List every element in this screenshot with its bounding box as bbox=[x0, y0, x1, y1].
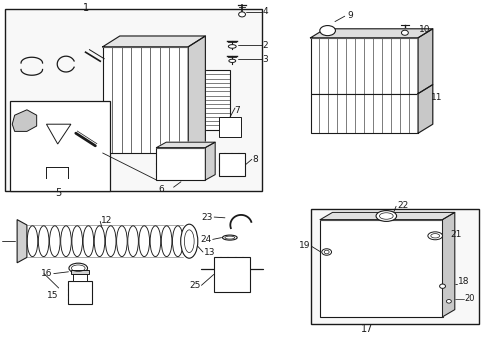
Bar bbox=[218, 153, 245, 176]
Polygon shape bbox=[320, 212, 454, 220]
Polygon shape bbox=[417, 29, 432, 94]
Polygon shape bbox=[17, 220, 27, 263]
Text: 16: 16 bbox=[41, 269, 53, 278]
Bar bbox=[310, 209, 478, 324]
Bar bbox=[219, 117, 241, 137]
Bar bbox=[310, 38, 417, 94]
Bar bbox=[156, 148, 205, 180]
Text: 13: 13 bbox=[203, 248, 215, 257]
Bar bbox=[102, 47, 188, 153]
Circle shape bbox=[401, 30, 407, 35]
Ellipse shape bbox=[375, 211, 396, 221]
Text: 24: 24 bbox=[200, 235, 211, 244]
Bar bbox=[320, 220, 442, 317]
Polygon shape bbox=[442, 212, 454, 317]
Ellipse shape bbox=[161, 226, 172, 257]
Text: 6: 6 bbox=[158, 185, 164, 194]
Ellipse shape bbox=[321, 249, 331, 255]
Bar bbox=[193, 70, 229, 130]
Text: 22: 22 bbox=[396, 201, 407, 210]
Ellipse shape bbox=[116, 226, 127, 257]
Polygon shape bbox=[102, 36, 205, 47]
Ellipse shape bbox=[105, 226, 116, 257]
Ellipse shape bbox=[49, 226, 60, 257]
Bar bbox=[213, 257, 250, 292]
Ellipse shape bbox=[27, 226, 38, 257]
Text: 14: 14 bbox=[0, 237, 1, 246]
Text: 9: 9 bbox=[346, 11, 352, 20]
Ellipse shape bbox=[319, 26, 335, 36]
Text: 18: 18 bbox=[457, 277, 469, 287]
Ellipse shape bbox=[127, 226, 138, 257]
Text: 7: 7 bbox=[233, 107, 239, 115]
Text: 2: 2 bbox=[262, 40, 268, 49]
Ellipse shape bbox=[228, 45, 236, 48]
Text: 5: 5 bbox=[56, 188, 61, 198]
Ellipse shape bbox=[38, 226, 49, 257]
Bar bbox=[5, 9, 261, 191]
Ellipse shape bbox=[172, 226, 183, 257]
Ellipse shape bbox=[222, 235, 237, 240]
Bar bbox=[73, 274, 87, 281]
Ellipse shape bbox=[61, 226, 71, 257]
Text: 8: 8 bbox=[252, 155, 258, 164]
Bar bbox=[71, 270, 89, 274]
Ellipse shape bbox=[69, 263, 87, 273]
Circle shape bbox=[446, 300, 450, 303]
Text: 15: 15 bbox=[46, 292, 58, 300]
Text: 1: 1 bbox=[82, 3, 88, 13]
Text: 11: 11 bbox=[430, 93, 442, 102]
Bar bbox=[10, 101, 110, 191]
Circle shape bbox=[238, 12, 245, 17]
Polygon shape bbox=[188, 36, 205, 153]
Text: 21: 21 bbox=[450, 230, 461, 239]
Text: 4: 4 bbox=[262, 7, 268, 16]
Polygon shape bbox=[46, 124, 71, 144]
Polygon shape bbox=[12, 110, 37, 131]
Text: 25: 25 bbox=[189, 281, 200, 290]
Text: 23: 23 bbox=[202, 212, 213, 221]
Ellipse shape bbox=[228, 59, 235, 63]
Polygon shape bbox=[310, 29, 432, 38]
Text: 19: 19 bbox=[298, 241, 310, 251]
Ellipse shape bbox=[83, 226, 94, 257]
Ellipse shape bbox=[94, 226, 104, 257]
Ellipse shape bbox=[139, 226, 149, 257]
Polygon shape bbox=[417, 85, 432, 133]
Text: 17: 17 bbox=[360, 324, 372, 334]
Polygon shape bbox=[156, 142, 215, 148]
Bar bbox=[68, 281, 92, 304]
Ellipse shape bbox=[72, 226, 82, 257]
Text: 12: 12 bbox=[101, 216, 112, 225]
Polygon shape bbox=[205, 142, 215, 180]
Circle shape bbox=[439, 284, 445, 288]
Bar bbox=[310, 94, 417, 133]
Ellipse shape bbox=[150, 226, 161, 257]
Text: 3: 3 bbox=[262, 55, 268, 64]
Ellipse shape bbox=[181, 224, 197, 258]
Ellipse shape bbox=[427, 232, 442, 240]
Text: 20: 20 bbox=[464, 294, 474, 303]
Text: 10: 10 bbox=[418, 25, 430, 34]
